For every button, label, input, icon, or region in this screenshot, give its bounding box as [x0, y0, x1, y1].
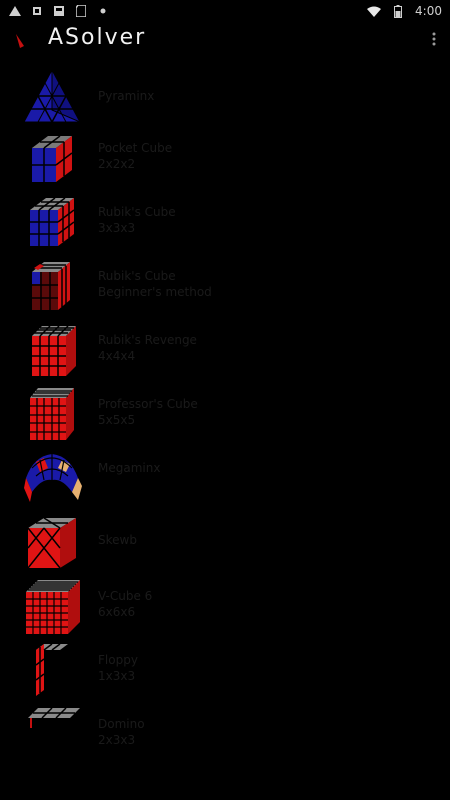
- list-item-label: Rubik's Cube Beginner's method: [98, 268, 212, 300]
- list-item-subtitle: 2x3x3: [98, 733, 136, 747]
- list-item-pyraminx[interactable]: Pyraminx: [0, 64, 450, 128]
- status-left-icons: [8, 5, 110, 17]
- battery-icon: [391, 4, 405, 18]
- list-item-label: Rubik's Cube 3x3x3: [98, 204, 176, 236]
- list-item-rubiks-cube[interactable]: Rubik's Cube 3x3x3: [0, 190, 450, 254]
- list-item-title: Pocket Cube: [98, 141, 173, 155]
- pocket-cube-icon: [22, 128, 82, 188]
- wifi-icon: [367, 5, 382, 17]
- overflow-menu-icon[interactable]: [428, 28, 440, 50]
- list-item-domino[interactable]: Domino 2x3x3: [0, 702, 450, 766]
- list-item-subtitle: Beginner's method: [98, 285, 212, 299]
- list-item-title: Rubik's Cube: [98, 269, 176, 283]
- list-item-megaminx[interactable]: Megaminx: [0, 446, 450, 510]
- rubiks-cube-beginner-icon: [22, 256, 82, 316]
- list-item-title: Floppy: [98, 653, 138, 667]
- app-title: ASolver: [48, 25, 147, 50]
- list-item-rubiks-beginner[interactable]: Rubik's Cube Beginner's method: [0, 254, 450, 318]
- dot-icon: [96, 5, 110, 17]
- list-item-label: Pyraminx: [98, 88, 154, 104]
- list-item-title: Pyraminx: [98, 89, 155, 103]
- list-item-label: Rubik's Revenge 4x4x4: [98, 332, 197, 364]
- list-item-label: Professor's Cube 5x5x5: [98, 396, 198, 428]
- list-item-label: Pocket Cube 2x2x2: [98, 140, 172, 172]
- list-item-title: Skewb: [98, 533, 137, 547]
- revenge-cube-icon: [22, 320, 82, 380]
- list-item-label: Domino 2x3x3: [98, 716, 145, 748]
- app-bar: ASolver: [0, 22, 450, 58]
- status-time: 4:00: [415, 4, 442, 18]
- domino-icon: [22, 704, 82, 764]
- list-item-subtitle: 4x4x4: [98, 349, 136, 363]
- rubiks-cube-icon: [22, 192, 82, 252]
- status-right-icons: 4:00: [367, 4, 442, 18]
- megaminx-icon: [22, 448, 82, 508]
- list-item-revenge[interactable]: Rubik's Revenge 4x4x4: [0, 318, 450, 382]
- list-item-title: Rubik's Cube: [98, 205, 176, 219]
- list-item-subtitle: 2x2x2: [98, 157, 136, 171]
- list-item-title: Professor's Cube: [98, 397, 198, 411]
- pyraminx-icon: [22, 66, 82, 126]
- list-item-label: Skewb: [98, 532, 137, 548]
- list-item-vcube6[interactable]: V-Cube 6 6x6x6: [0, 574, 450, 638]
- list-item-floppy[interactable]: Floppy 1x3x3: [0, 638, 450, 702]
- list-item-subtitle: 3x3x3: [98, 221, 136, 235]
- professor-cube-icon: [22, 384, 82, 444]
- list-item-label: V-Cube 6 6x6x6: [98, 588, 152, 620]
- vcube6-icon: [22, 576, 82, 636]
- list-item-label: Floppy 1x3x3: [98, 652, 138, 684]
- alert-icon: [8, 5, 22, 17]
- list-item-label: Megaminx: [98, 460, 160, 476]
- status-bar: 4:00: [0, 0, 450, 22]
- list-item-subtitle: 5x5x5: [98, 413, 136, 427]
- list-item-title: Domino: [98, 717, 145, 731]
- list-item-skewb[interactable]: Skewb: [0, 510, 450, 574]
- list-item-pocket-cube[interactable]: Pocket Cube 2x2x2: [0, 126, 450, 190]
- skewb-icon: [22, 512, 82, 572]
- sim-icon: [30, 5, 44, 17]
- list-item-title: Megaminx: [98, 461, 161, 475]
- floppy-icon: [22, 640, 82, 700]
- list-item-subtitle: 1x3x3: [98, 669, 136, 683]
- image-icon: [52, 5, 66, 17]
- list-item-title: V-Cube 6: [98, 589, 153, 603]
- app-logo-icon: [12, 30, 30, 50]
- list-item-title: Rubik's Revenge: [98, 333, 197, 347]
- list-item-professor[interactable]: Professor's Cube 5x5x5: [0, 382, 450, 446]
- sd-icon: [74, 5, 88, 17]
- list-item-subtitle: 6x6x6: [98, 605, 136, 619]
